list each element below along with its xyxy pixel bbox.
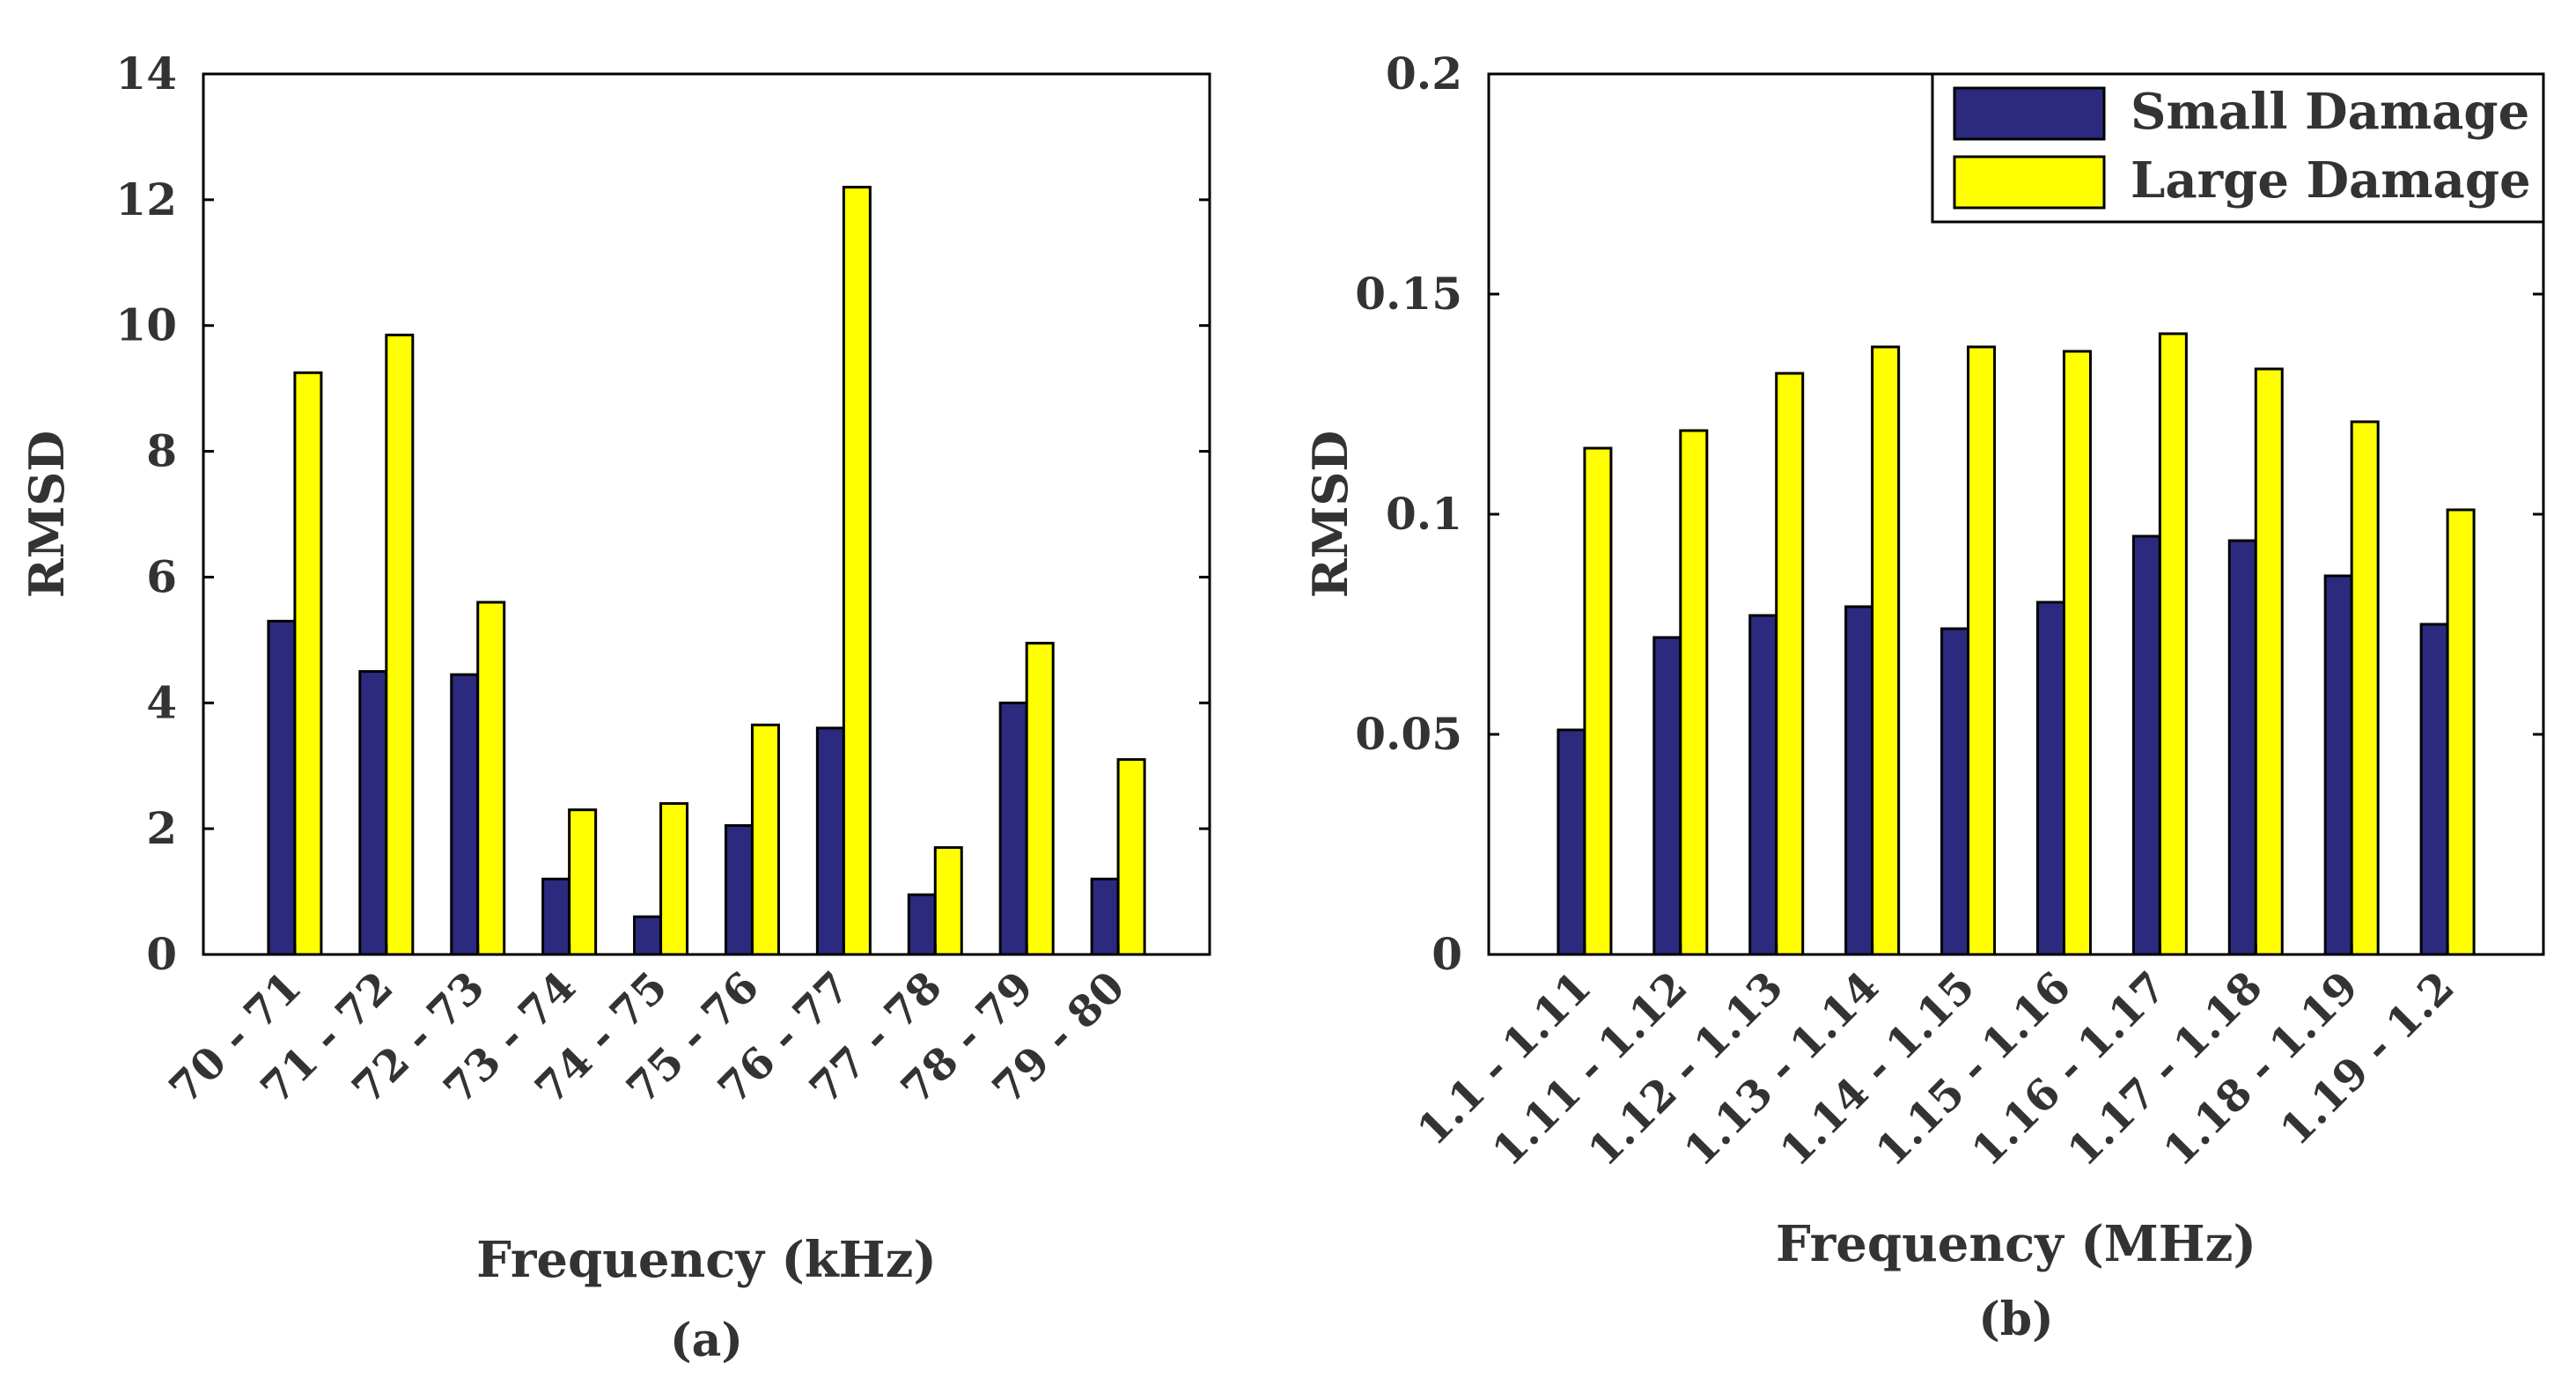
bar-large-damage bbox=[2254, 367, 2284, 956]
bar-small-damage bbox=[2035, 601, 2065, 956]
y-tick-label: 2 bbox=[146, 802, 177, 854]
bar-large-damage bbox=[2446, 508, 2476, 956]
bar-large-damage bbox=[1775, 372, 1805, 956]
bar-large-damage bbox=[1871, 345, 1901, 956]
y-tick-label: 0 bbox=[1432, 928, 1462, 980]
legend-label-small-damage: Small Damage bbox=[2131, 83, 2529, 141]
y-tick-label: 14 bbox=[115, 48, 177, 99]
bar-large-damage bbox=[2158, 332, 2188, 956]
bar-small-damage bbox=[541, 877, 571, 956]
bar-large-damage bbox=[476, 601, 506, 956]
y-tick-label: 6 bbox=[146, 550, 177, 602]
bar-large-damage bbox=[1116, 758, 1146, 956]
bar-small-damage bbox=[1940, 627, 1970, 956]
y-tick-label: 0.2 bbox=[1386, 48, 1462, 99]
y-tick-label: 0.15 bbox=[1355, 268, 1462, 320]
bar-small-damage bbox=[267, 619, 297, 956]
bar-large-damage bbox=[750, 723, 780, 956]
bar-small-damage bbox=[724, 824, 754, 956]
bar-large-damage bbox=[1583, 446, 1613, 956]
bar-small-damage bbox=[2227, 539, 2257, 956]
bar-small-damage bbox=[2419, 623, 2449, 956]
chart-panel-b: 1.1 - 1.111.11 - 1.121.12 - 1.131.13 - 1… bbox=[1302, 48, 2545, 1346]
bar-small-damage bbox=[1090, 877, 1120, 956]
y-tick-label: 0 bbox=[146, 928, 177, 980]
plot-frame bbox=[202, 72, 1211, 956]
bar-small-damage bbox=[1557, 728, 1586, 956]
bar-large-damage bbox=[568, 808, 598, 956]
bar-large-damage bbox=[1025, 641, 1055, 956]
bar-small-damage bbox=[2131, 534, 2161, 956]
bar-large-damage bbox=[842, 186, 872, 956]
bar-small-damage bbox=[1748, 614, 1778, 956]
y-tick-label: 10 bbox=[115, 299, 177, 351]
bar-small-damage bbox=[1844, 605, 1874, 956]
panel-label: (b) bbox=[1978, 1293, 2054, 1346]
bar-large-damage bbox=[1679, 429, 1709, 956]
panel-label: (a) bbox=[670, 1314, 743, 1367]
bar-large-damage bbox=[933, 846, 963, 956]
y-tick-label: 8 bbox=[146, 425, 177, 477]
legend-label-large-damage: Large Damage bbox=[2131, 151, 2531, 210]
y-tick-label: 0.05 bbox=[1355, 708, 1462, 760]
legend-swatch-large-damage bbox=[1953, 155, 2106, 210]
legend-swatch-small-damage bbox=[1953, 86, 2106, 141]
bar-small-damage bbox=[450, 673, 480, 956]
y-tick-label: 12 bbox=[115, 173, 177, 225]
bar-small-damage bbox=[815, 726, 845, 956]
y-axis-label: RMSD bbox=[18, 431, 75, 598]
x-axis-label: Frequency (kHz) bbox=[476, 1231, 937, 1289]
bar-large-damage bbox=[2350, 420, 2380, 956]
bar-large-damage bbox=[659, 802, 689, 956]
y-tick-label: 4 bbox=[146, 676, 177, 728]
y-tick-label: 0.1 bbox=[1386, 488, 1462, 540]
bar-large-damage bbox=[2062, 350, 2092, 956]
bar-large-damage bbox=[293, 371, 323, 956]
bar-small-damage bbox=[633, 915, 663, 956]
bar-small-damage bbox=[358, 670, 388, 956]
bar-large-damage bbox=[385, 333, 415, 956]
bar-small-damage bbox=[907, 893, 937, 956]
bar-small-damage bbox=[2323, 574, 2353, 956]
bar-small-damage bbox=[998, 701, 1028, 956]
bar-large-damage bbox=[1967, 345, 1997, 956]
y-axis-label: RMSD bbox=[1302, 431, 1358, 598]
x-axis-label: Frequency (MHz) bbox=[1776, 1215, 2256, 1273]
bar-small-damage bbox=[1652, 636, 1682, 956]
